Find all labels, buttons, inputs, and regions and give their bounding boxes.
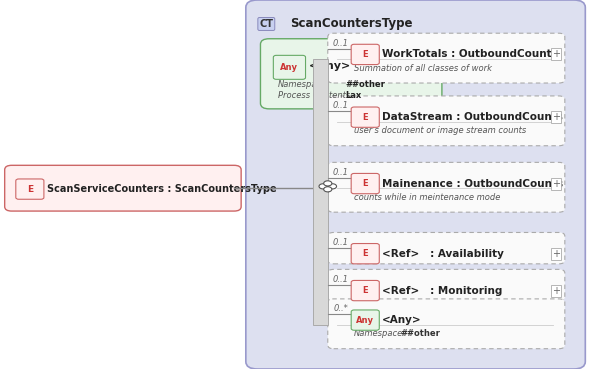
Circle shape [329,184,336,189]
FancyBboxPatch shape [328,232,565,264]
Text: <Ref>   : Monitoring: <Ref> : Monitoring [382,286,503,296]
FancyBboxPatch shape [260,39,442,109]
FancyBboxPatch shape [351,280,379,301]
Text: Any: Any [356,315,374,325]
FancyBboxPatch shape [328,96,565,146]
FancyBboxPatch shape [351,244,379,264]
FancyBboxPatch shape [313,59,328,325]
FancyBboxPatch shape [328,299,565,349]
Text: E: E [27,184,33,194]
Text: user's document or image stream counts: user's document or image stream counts [354,127,526,135]
Text: Mainenance : OutboundCounts: Mainenance : OutboundCounts [382,179,564,189]
Text: Namespace: Namespace [278,80,327,89]
Circle shape [319,184,327,189]
FancyBboxPatch shape [328,33,565,83]
Circle shape [324,187,332,192]
Text: DataStream : OutboundCounts: DataStream : OutboundCounts [382,112,563,122]
Text: 0..*: 0..* [333,304,348,313]
FancyBboxPatch shape [351,44,379,65]
Text: +: + [552,112,560,122]
FancyBboxPatch shape [274,55,306,79]
Circle shape [324,181,332,186]
Text: Any: Any [280,63,298,72]
Text: ##other: ##other [345,80,385,89]
Text: 0..1: 0..1 [333,101,349,110]
FancyBboxPatch shape [351,310,379,330]
FancyBboxPatch shape [328,162,565,212]
Text: +: + [552,179,560,189]
Text: 0..1: 0..1 [333,238,349,247]
Text: <Any>: <Any> [382,315,422,325]
Text: WorkTotals : OutboundCounts: WorkTotals : OutboundCounts [382,49,558,59]
Text: <Any>: <Any> [309,61,352,72]
Text: Lax: Lax [345,91,362,100]
Text: 0..1: 0..1 [333,39,349,48]
FancyBboxPatch shape [246,0,585,369]
Text: Namespace: Namespace [354,330,403,338]
Text: E: E [362,249,368,258]
Text: E: E [362,286,368,295]
Text: 0..1: 0..1 [333,168,349,177]
Text: <Ref>   : Availability: <Ref> : Availability [382,249,504,259]
FancyBboxPatch shape [5,165,241,211]
Text: Summation of all classes of work: Summation of all classes of work [354,64,492,73]
FancyBboxPatch shape [328,269,565,301]
FancyBboxPatch shape [16,179,44,199]
Text: +: + [552,286,560,296]
Text: E: E [362,179,368,188]
Text: E: E [362,113,368,122]
FancyBboxPatch shape [351,173,379,194]
Text: counts while in meintenance mode: counts while in meintenance mode [354,193,501,202]
Text: ScanCountersType: ScanCountersType [290,17,412,31]
Text: CT: CT [259,19,274,29]
Text: +: + [552,249,560,259]
Text: Process Contents: Process Contents [278,91,350,100]
Text: ##other: ##other [401,330,441,338]
Text: ScanServiceCounters : ScanCountersType: ScanServiceCounters : ScanCountersType [47,184,277,194]
FancyBboxPatch shape [351,107,379,127]
Text: 0..1: 0..1 [333,275,349,284]
Text: E: E [362,50,368,59]
Text: +: + [552,49,560,59]
